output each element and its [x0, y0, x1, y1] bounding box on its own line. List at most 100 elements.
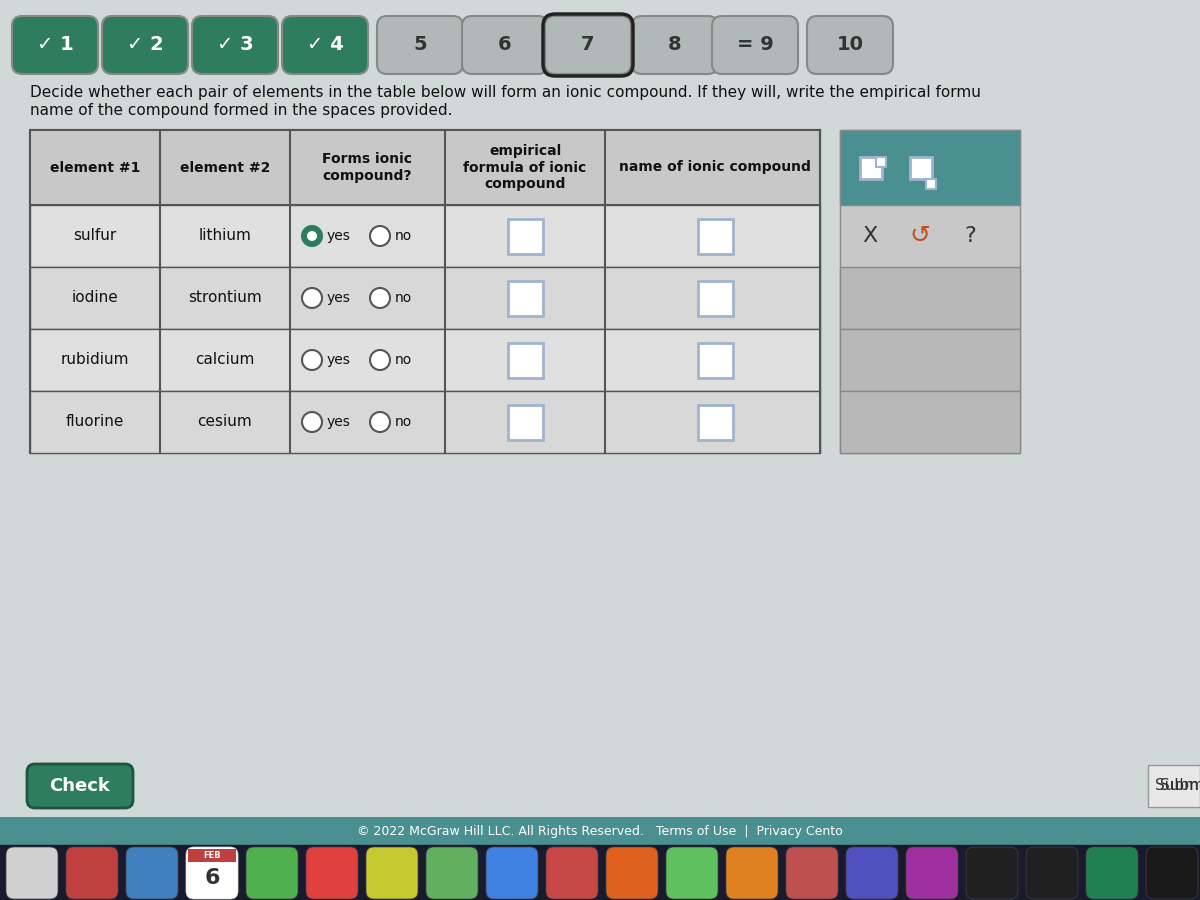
Bar: [188, 849, 236, 862]
Circle shape: [370, 288, 390, 308]
FancyBboxPatch shape: [192, 16, 278, 74]
Text: ?: ?: [964, 226, 976, 246]
FancyBboxPatch shape: [808, 16, 893, 74]
Circle shape: [302, 412, 322, 432]
FancyBboxPatch shape: [246, 847, 298, 899]
Text: 6: 6: [498, 35, 512, 55]
FancyBboxPatch shape: [666, 847, 718, 899]
Bar: [910, 157, 932, 178]
FancyBboxPatch shape: [632, 16, 718, 74]
Text: yes: yes: [326, 353, 350, 367]
FancyBboxPatch shape: [306, 847, 358, 899]
Text: sulfur: sulfur: [73, 229, 116, 244]
FancyBboxPatch shape: [28, 764, 133, 808]
Bar: [697, 281, 732, 316]
Circle shape: [302, 288, 322, 308]
Bar: [30, 267, 820, 329]
Text: 8: 8: [668, 35, 682, 55]
Bar: [0, 817, 1200, 845]
Text: yes: yes: [326, 415, 350, 429]
Bar: [840, 130, 1020, 205]
Text: yes: yes: [326, 229, 350, 243]
Text: element #2: element #2: [180, 160, 270, 175]
Text: 5: 5: [413, 35, 427, 55]
Text: iodine: iodine: [72, 291, 119, 305]
Circle shape: [370, 226, 390, 246]
Bar: [0, 845, 1200, 900]
FancyBboxPatch shape: [377, 16, 463, 74]
Text: rubidium: rubidium: [61, 353, 130, 367]
Circle shape: [302, 226, 322, 246]
Text: Forms ionic
compound?: Forms ionic compound?: [323, 152, 413, 183]
Text: 6: 6: [204, 868, 220, 888]
Bar: [697, 343, 732, 377]
Circle shape: [370, 350, 390, 370]
Text: name of ionic compound: name of ionic compound: [619, 160, 811, 175]
FancyBboxPatch shape: [546, 847, 598, 899]
FancyBboxPatch shape: [1086, 847, 1138, 899]
Bar: [30, 130, 820, 205]
Bar: [508, 404, 542, 439]
Bar: [860, 157, 882, 178]
Bar: [840, 329, 1020, 391]
Text: fluorine: fluorine: [66, 415, 124, 429]
Text: Decide whether each pair of elements in the table below will form an ionic compo: Decide whether each pair of elements in …: [30, 85, 980, 100]
FancyBboxPatch shape: [786, 847, 838, 899]
Bar: [508, 343, 542, 377]
Text: FEB: FEB: [203, 851, 221, 860]
Text: Check: Check: [49, 777, 110, 795]
Text: 10: 10: [836, 35, 864, 55]
Bar: [697, 404, 732, 439]
Text: ✓ 3: ✓ 3: [217, 35, 253, 55]
FancyBboxPatch shape: [102, 16, 188, 74]
Bar: [876, 157, 886, 166]
Bar: [508, 281, 542, 316]
Text: strontium: strontium: [188, 291, 262, 305]
FancyBboxPatch shape: [1146, 847, 1198, 899]
Text: X: X: [863, 226, 877, 246]
Circle shape: [370, 412, 390, 432]
Text: = 9: = 9: [737, 35, 773, 55]
Text: © 2022 McGraw Hill LLC. All Rights Reserved.   Terms of Use  |  Privacy Cento: © 2022 McGraw Hill LLC. All Rights Reser…: [358, 824, 842, 838]
Bar: [30, 205, 820, 267]
Text: ✓ 2: ✓ 2: [127, 35, 163, 55]
Text: no: no: [395, 291, 413, 305]
Text: element #1: element #1: [50, 160, 140, 175]
Text: no: no: [395, 229, 413, 243]
Text: ✓ 1: ✓ 1: [37, 35, 73, 55]
Bar: [840, 267, 1020, 329]
Text: yes: yes: [326, 291, 350, 305]
FancyBboxPatch shape: [1026, 847, 1078, 899]
FancyBboxPatch shape: [282, 16, 368, 74]
Text: name of the compound formed in the spaces provided.: name of the compound formed in the space…: [30, 103, 452, 118]
FancyBboxPatch shape: [606, 847, 658, 899]
FancyBboxPatch shape: [846, 847, 898, 899]
Bar: [840, 391, 1020, 453]
FancyBboxPatch shape: [426, 847, 478, 899]
Bar: [30, 329, 820, 391]
Bar: [1148, 765, 1200, 807]
FancyBboxPatch shape: [726, 847, 778, 899]
Bar: [697, 219, 732, 254]
Text: ✓ 4: ✓ 4: [307, 35, 343, 55]
Text: Subm: Subm: [1160, 778, 1200, 794]
Bar: [30, 130, 820, 453]
FancyBboxPatch shape: [126, 847, 178, 899]
FancyBboxPatch shape: [12, 16, 98, 74]
Bar: [926, 178, 936, 188]
FancyBboxPatch shape: [712, 16, 798, 74]
FancyBboxPatch shape: [906, 847, 958, 899]
Text: empirical
formula of ionic
compound: empirical formula of ionic compound: [463, 144, 587, 191]
Bar: [840, 130, 1020, 453]
FancyBboxPatch shape: [6, 847, 58, 899]
FancyBboxPatch shape: [545, 16, 631, 74]
Bar: [30, 391, 820, 453]
Circle shape: [302, 350, 322, 370]
FancyBboxPatch shape: [186, 847, 238, 899]
Text: no: no: [395, 415, 413, 429]
FancyBboxPatch shape: [366, 847, 418, 899]
Text: ↺: ↺: [910, 224, 930, 248]
FancyBboxPatch shape: [966, 847, 1018, 899]
Bar: [508, 219, 542, 254]
Text: Subm: Subm: [1154, 778, 1199, 794]
